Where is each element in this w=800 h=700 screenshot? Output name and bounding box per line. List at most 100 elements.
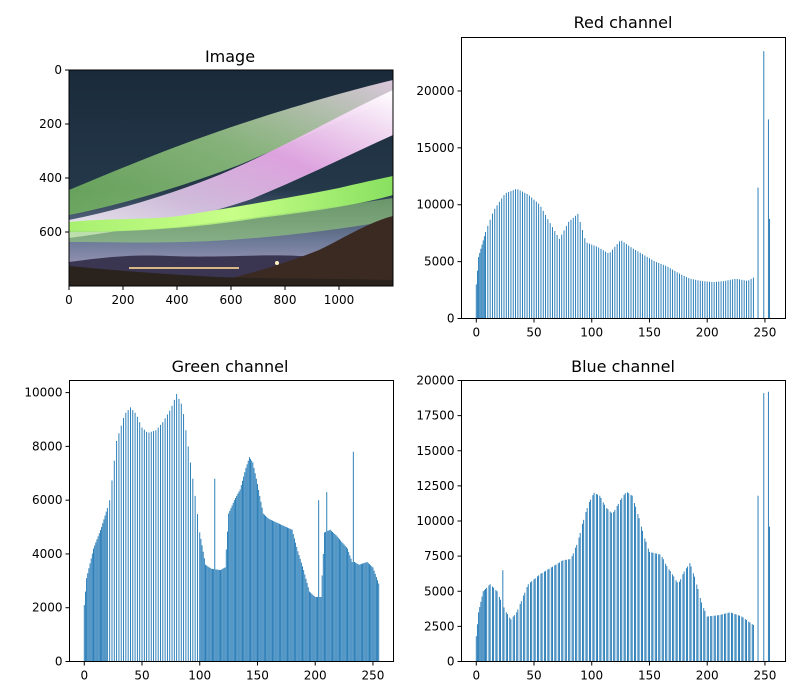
blue-channel-bar xyxy=(697,589,699,662)
red-channel-bar xyxy=(480,248,482,319)
green-channel-bar xyxy=(373,570,375,662)
blue-channel-bar xyxy=(731,612,732,662)
red-channel-bar xyxy=(598,247,600,319)
green-channel-bar xyxy=(183,414,185,662)
blue-channel-bar xyxy=(476,624,478,662)
blue-channel-bar xyxy=(595,494,597,662)
blue-channel-bar xyxy=(689,563,691,662)
blue-channel-bar xyxy=(500,599,501,662)
red-channel-bar xyxy=(729,279,731,319)
green-channel-bar xyxy=(334,534,336,662)
red-channel-bar xyxy=(642,254,644,319)
blue-channel-bar xyxy=(502,570,504,662)
green-channel-bar xyxy=(370,565,372,662)
red-channel-bar xyxy=(681,274,683,319)
red-channel-bar xyxy=(483,236,485,319)
green-channel-x-tick-label: 0 xyxy=(80,669,88,683)
red-channel-bar xyxy=(715,281,717,319)
blue-channel-bar xyxy=(531,581,533,662)
green-channel-y-tick-label: 6000 xyxy=(32,493,63,507)
green-channel-bar xyxy=(345,547,347,662)
blue-channel-x-tick-label: 100 xyxy=(580,669,603,683)
red-channel-bar xyxy=(685,276,687,319)
blue-channel-bar xyxy=(582,523,583,662)
green-channel-bar xyxy=(306,582,308,662)
red-channel-bar xyxy=(535,201,537,319)
green-channel-bar xyxy=(171,405,173,662)
red-channel-bar xyxy=(763,51,765,319)
blue-channel-bar xyxy=(714,615,716,662)
blue-channel-bar xyxy=(579,532,581,662)
red-channel-bar xyxy=(577,213,579,319)
green-channel-bar xyxy=(358,564,360,662)
green-channel-bar xyxy=(87,573,89,662)
blue-channel-bar xyxy=(668,569,670,662)
red-channel-bar xyxy=(501,198,503,319)
red-channel-x-tick-label: 250 xyxy=(753,326,776,340)
blue-channel-bar xyxy=(659,554,661,662)
green-channel-bar xyxy=(98,533,100,662)
green-channel-axes-frame xyxy=(69,380,394,662)
blue-channel-y-tick-label: 0 xyxy=(447,655,455,669)
red-channel-bar xyxy=(524,192,526,319)
red-channel-bar xyxy=(621,240,623,319)
green-channel-bar xyxy=(354,562,355,662)
blue-channel-bar xyxy=(634,503,635,662)
blue-channel-bar xyxy=(672,574,674,662)
green-channel-bar xyxy=(365,562,367,662)
blue-channel-bar xyxy=(503,607,505,662)
blue-channel-bar xyxy=(658,554,660,662)
green-channel-bar xyxy=(247,460,249,662)
red-channel-bar xyxy=(718,281,720,319)
red-channel-bar xyxy=(538,203,540,319)
blue-channel-bar xyxy=(704,610,706,662)
blue-channel-y-tick-label: 20000 xyxy=(416,374,454,388)
blue-channel-bar xyxy=(607,509,609,662)
blue-channel-bar xyxy=(527,584,529,662)
blue-channel-bar xyxy=(725,613,727,662)
red-channel-bar xyxy=(575,215,577,319)
blue-channel-bar xyxy=(732,613,734,662)
red-channel-bar xyxy=(662,264,664,319)
green-channel-bar xyxy=(323,532,325,662)
green-channel-bar xyxy=(378,583,380,662)
green-channel-bar xyxy=(250,458,252,662)
green-channel-bar xyxy=(243,476,245,662)
green-channel-bar xyxy=(84,591,86,662)
blue-channel-bar xyxy=(627,492,628,662)
red-channel-bar xyxy=(746,280,747,319)
green-channel-bar xyxy=(325,531,327,662)
green-channel-bar xyxy=(216,569,218,662)
red-channel-panel: Red channel 0 50 100 150 200 250 0 5000 10000 150… xyxy=(416,13,786,340)
image-y-tick-label: 600 xyxy=(39,225,62,239)
red-channel-bar xyxy=(579,221,581,319)
blue-channel-bar xyxy=(520,601,522,662)
green-channel-bar xyxy=(363,563,365,662)
foreground xyxy=(69,266,393,286)
red-channel-bar xyxy=(475,284,477,319)
green-channel-title: Green channel xyxy=(172,357,289,376)
blue-channel-bar xyxy=(720,614,722,662)
green-channel-bar xyxy=(90,558,92,662)
blue-channel-bar xyxy=(661,556,663,662)
red-channel-bar xyxy=(665,265,667,319)
image-x-tick-label: 600 xyxy=(220,293,243,307)
blue-channel-x-tick-label: 150 xyxy=(638,669,661,683)
red-channel-bar xyxy=(547,219,549,319)
green-channel-bar xyxy=(311,593,313,662)
blue-channel-bar xyxy=(489,584,491,662)
red-channel-bar xyxy=(743,280,745,319)
blue-channel-x-tick-label: 50 xyxy=(526,669,541,683)
aurora-lower-glow xyxy=(69,198,393,243)
red-channel-x-tick-label: 100 xyxy=(580,326,603,340)
green-channel-bar xyxy=(91,553,93,662)
red-channel-y-tick-label: 0 xyxy=(447,312,455,326)
image-y-tick-label: 0 xyxy=(54,63,62,77)
blue-channel-bar xyxy=(751,624,753,662)
red-channel-bar xyxy=(713,281,715,319)
green-channel-bar xyxy=(222,568,224,662)
image-y-tick-label: 200 xyxy=(39,117,62,131)
green-channel-bar xyxy=(295,542,297,662)
red-channel-axes-frame xyxy=(461,37,786,319)
blue-channel-bar xyxy=(593,492,595,662)
